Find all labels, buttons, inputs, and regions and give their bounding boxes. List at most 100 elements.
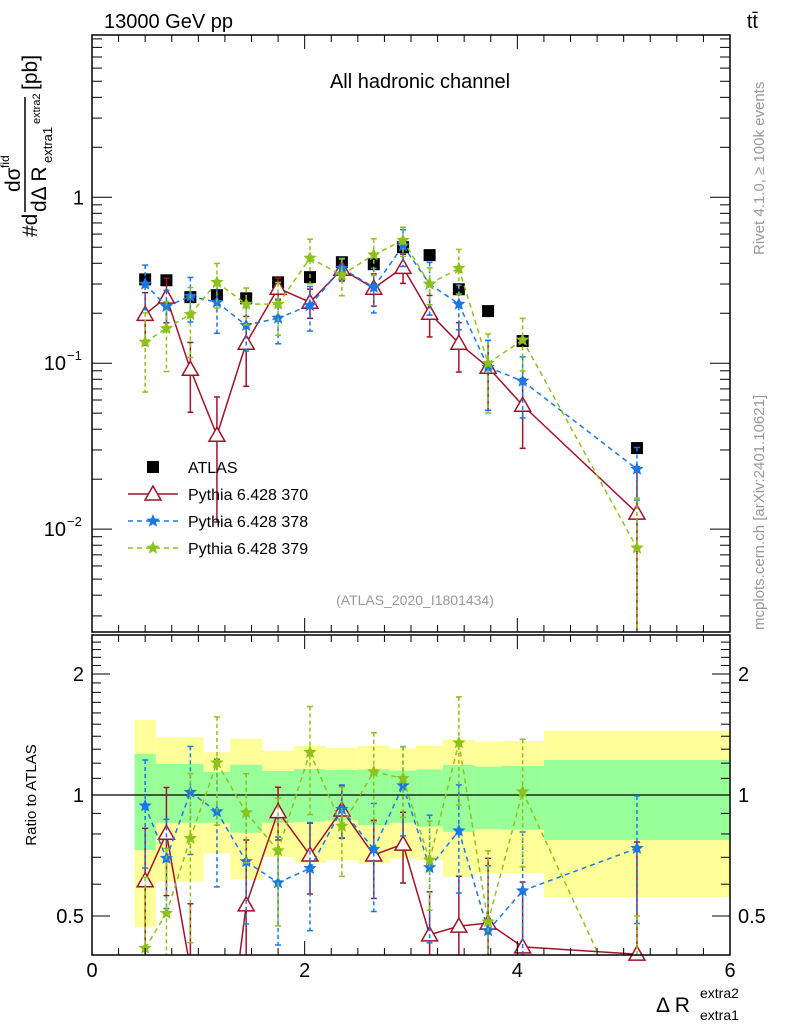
- pythia-6-428-379-line-segment: [429, 267, 460, 285]
- pythia-6-428-379-line-segment: [341, 254, 375, 276]
- pythia-6-428-370-line-segment: [144, 833, 168, 882]
- pythia-6-428-379-point: [367, 764, 381, 778]
- axes: 110 −110 −22 21 10.5 0.50 2 4 6: [44, 34, 766, 982]
- legend-item-pythia-6-428-370: Pythia 6.428 370: [128, 484, 308, 504]
- pythia-6-428-378-line-segment: [144, 805, 168, 859]
- mcplots-label: mcplots.cern.ch [arXiv:2401.10621]: [751, 395, 768, 630]
- pythia-6-428-379-line-segment: [309, 752, 343, 827]
- pythia-6-428-378-point: [630, 462, 644, 475]
- pythia-6-428-379-line-segment: [521, 339, 638, 549]
- pythia-6-428-370-line-segment: [189, 368, 218, 436]
- pythia-6-428-378-point: [159, 299, 174, 312]
- pythia-6-428-379-point: [396, 771, 410, 784]
- ratio-y-tick-label-right: 1: [738, 785, 749, 807]
- pythia-6-428-379-point: [423, 277, 437, 290]
- pythia-6-428-370-point: [513, 395, 532, 412]
- pythia-6-428-378-line-segment: [165, 791, 192, 859]
- y-label-den-sub: extra1: [40, 127, 55, 163]
- y-label-numerator: dσ: [2, 167, 25, 192]
- pythia-6-428-378-line-segment: [309, 809, 343, 869]
- pythia-6-428-370-line-segment: [402, 266, 431, 314]
- x-axis-label: Δ R extra1 extra2: [656, 985, 739, 1023]
- legend: ATLAS Pythia 6.428 370 Pythia 6.428 378 Pyt…: [128, 460, 308, 558]
- legend-item-pythia-6-428-379: Pythia 6.428 379: [128, 541, 308, 558]
- pythia-6-428-370-point: [207, 425, 227, 442]
- pythia-6-428-379-point: [367, 247, 381, 261]
- analysis-label: (ATLAS_2020_I1801434): [336, 592, 494, 608]
- pythia-6-428-379-point: [452, 735, 466, 749]
- legend-marker: [143, 484, 163, 501]
- chart-title: All hadronic channel: [330, 71, 510, 93]
- pythia-6-428-379-point: [303, 745, 317, 758]
- pythia-6-428-379-point: [183, 831, 197, 844]
- pythia-6-428-370-point: [157, 823, 176, 841]
- pythia-6-428-378-line-segment: [245, 860, 279, 884]
- pythia-6-428-379-point: [481, 914, 495, 928]
- ratio-y-tick-label: 2: [73, 664, 84, 686]
- pythia-6-428-378-point: [271, 311, 285, 324]
- pythia-6-428-378-line-segment: [429, 830, 460, 869]
- atlas-point: [452, 283, 465, 296]
- legend-marker: [147, 461, 159, 473]
- pythia-6-428-379-point: [630, 541, 644, 554]
- pythia-6-428-379-line-segment: [309, 257, 343, 276]
- pythia-6-428-370-line-segment: [309, 809, 343, 856]
- pythia-6-428-378-line-segment: [246, 317, 279, 327]
- y-label-prefix: #d: [19, 214, 42, 237]
- data-marks: [135, 226, 647, 961]
- legend-marker: [146, 514, 160, 527]
- ratio-series-group: [135, 696, 647, 961]
- pythia-6-428-378-line-segment: [309, 267, 343, 306]
- pythia-6-428-378-point: [138, 277, 152, 290]
- process-label: tt̄: [747, 11, 759, 33]
- pythia-6-428-378-line-segment: [487, 366, 523, 382]
- pythia-6-428-370-point: [268, 278, 288, 295]
- energy-label: 13000 GeV pp: [104, 11, 233, 33]
- y-tick-label-exponent: −1: [67, 348, 82, 363]
- pythia-6-428-379-point: [516, 784, 530, 798]
- pythia-6-428-379-point: [138, 335, 152, 348]
- pythia-6-428-379-point: [183, 307, 197, 320]
- pythia-6-428-378-line-segment: [277, 867, 311, 884]
- y-label-numerator-sup: fid: [0, 155, 12, 168]
- pythia-6-428-379-point: [452, 261, 466, 274]
- x-tick-label: 2: [299, 960, 310, 982]
- pythia-6-428-379-point: [396, 233, 410, 246]
- legend-marker: [146, 541, 160, 554]
- pythia-6-428-379-point: [303, 251, 317, 264]
- pythia-6-428-370-line-segment: [402, 843, 431, 936]
- pythia-6-428-378-point: [452, 823, 466, 837]
- pythia-6-428-379-line-segment: [521, 791, 600, 956]
- x-tick-label: 0: [86, 960, 97, 982]
- pythia-6-428-378-point: [271, 875, 285, 889]
- pythia-6-428-378-point: [516, 374, 530, 387]
- pythia-6-428-370-line-segment: [165, 833, 189, 956]
- pythia-6-428-379-point: [138, 941, 152, 954]
- ratio-y-tick-label-right: 2: [738, 664, 749, 686]
- legend-item-atlas: ATLAS: [147, 460, 238, 477]
- pythia-6-428-379-point: [159, 906, 174, 919]
- pythia-6-428-378-point: [452, 297, 466, 310]
- pythia-6-428-378-point: [138, 798, 152, 812]
- pythia-6-428-378-point: [303, 861, 317, 874]
- pythia-6-428-379-point: [239, 297, 253, 310]
- legend-label: Pythia 6.428 378: [188, 514, 308, 531]
- pythia-6-428-379-point: [271, 843, 285, 857]
- pythia-6-428-378-point: [367, 280, 381, 293]
- pythia-6-428-379-line-segment: [341, 771, 375, 827]
- pythia-6-428-378-point: [630, 841, 644, 854]
- pythia-6-428-378-line-segment: [216, 301, 247, 326]
- main-series-group: [135, 226, 647, 632]
- pythia-6-428-378-line-segment: [402, 245, 431, 285]
- x-label-sub: extra1: [700, 1007, 739, 1023]
- x-tick-label: 4: [512, 960, 523, 982]
- x-label-sup: extra2: [700, 985, 739, 1001]
- pythia-6-428-379-line-segment: [144, 912, 168, 949]
- pythia-6-428-379-line-segment: [373, 239, 404, 256]
- pythia-6-428-378-point: [516, 883, 530, 897]
- pythia-6-428-370-line-segment: [216, 342, 247, 436]
- x-tick-label: 6: [724, 960, 735, 982]
- legend-label: ATLAS: [188, 460, 238, 477]
- pythia-6-428-379-line-segment: [216, 762, 247, 814]
